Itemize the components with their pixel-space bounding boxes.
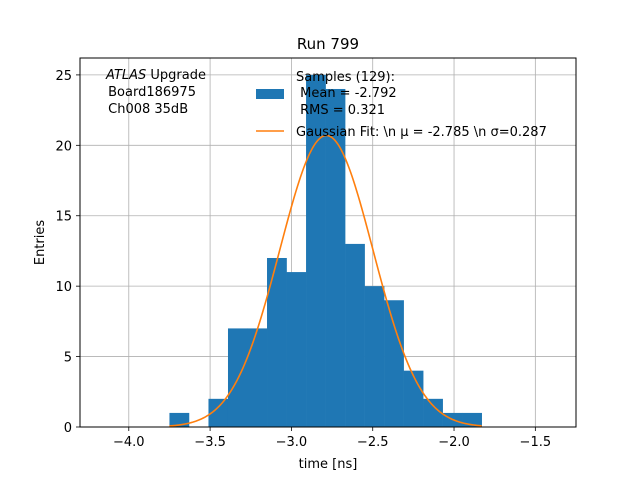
- x-tick-label: −2.5: [357, 435, 389, 450]
- chart-title: Run 799: [297, 35, 359, 53]
- y-tick-label: 20: [55, 139, 72, 154]
- legend-fit-label: Gaussian Fit: \n μ = -2.785 \n σ=0.287: [296, 125, 547, 140]
- gaussian-fit-layer: [169, 134, 482, 427]
- atlas-annotation: ATLAS Upgrade Board186975 Ch008 35dB: [104, 68, 206, 117]
- x-tick-label: −3.0: [276, 435, 308, 450]
- annotation-atlas-italic: ATLAS: [105, 68, 146, 83]
- legend-samples-line-3: RMS = 0.321: [296, 103, 385, 118]
- histogram-bar: [345, 243, 365, 427]
- y-tick-label: 25: [55, 69, 72, 84]
- histogram-bar: [286, 272, 307, 427]
- annotation-line-3: Ch008 35dB: [104, 102, 188, 117]
- x-axis-ticks: −4.0 −3.5 −3.0 −2.5 −2.0 −1.5: [113, 427, 551, 450]
- histogram-bar: [247, 328, 268, 427]
- annotation-upgrade: Upgrade: [146, 68, 206, 83]
- histogram-bar: [208, 398, 229, 427]
- y-tick-label: 10: [55, 280, 72, 295]
- x-tick-label: −2.0: [438, 435, 470, 450]
- y-tick-label: 5: [64, 351, 72, 366]
- histogram-bar: [306, 74, 326, 428]
- histogram-bar: [403, 370, 424, 427]
- y-tick-label: 0: [64, 421, 72, 436]
- histogram-bar: [423, 398, 443, 427]
- histogram-bars: [169, 74, 482, 428]
- y-axis-ticks: 0 5 10 15 20 25: [55, 69, 80, 436]
- histogram-bar: [384, 300, 404, 427]
- y-axis-label: Entries: [33, 220, 48, 266]
- histogram-bar: [364, 286, 385, 427]
- legend-samples-swatch: [256, 89, 284, 99]
- x-tick-label: −3.5: [194, 435, 226, 450]
- plot-frame: [79, 57, 577, 428]
- y-tick-label: 15: [55, 210, 72, 225]
- legend-samples-line-2: Mean = -2.792: [296, 86, 397, 101]
- x-tick-label: −1.5: [520, 435, 552, 450]
- x-tick-label: −4.0: [113, 435, 145, 450]
- chart-legend: Samples (129): Mean = -2.792 RMS = 0.321…: [256, 70, 547, 140]
- annotation-line-2: Board186975: [104, 85, 196, 100]
- gaussian-fit-curve: [169, 134, 482, 427]
- histogram-bar: [325, 88, 346, 427]
- histogram-bar: [267, 257, 287, 427]
- x-axis-label: time [ns]: [299, 457, 358, 472]
- legend-samples-line-1: Samples (129):: [296, 70, 395, 85]
- annotation-line-1: ATLAS Upgrade: [105, 68, 206, 83]
